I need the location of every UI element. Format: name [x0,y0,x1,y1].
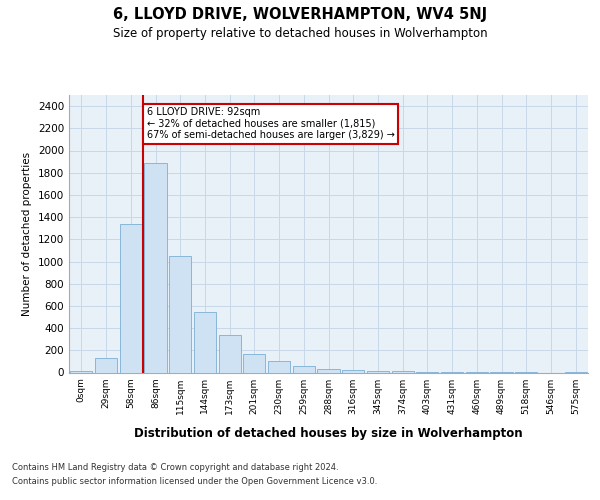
Bar [145,162,167,372]
Bar [169,256,191,372]
Text: Contains HM Land Registry data © Crown copyright and database right 2024.: Contains HM Land Registry data © Crown c… [12,464,338,472]
Bar [342,370,364,372]
Text: Distribution of detached houses by size in Wolverhampton: Distribution of detached houses by size … [134,428,523,440]
Bar [367,371,389,372]
Bar [268,361,290,372]
Bar [194,312,216,372]
Bar [293,366,315,372]
Text: Size of property relative to detached houses in Wolverhampton: Size of property relative to detached ho… [113,28,487,40]
Bar [243,354,265,372]
Bar [119,224,142,372]
Bar [317,369,340,372]
Y-axis label: Number of detached properties: Number of detached properties [22,152,32,316]
Text: 6, LLOYD DRIVE, WOLVERHAMPTON, WV4 5NJ: 6, LLOYD DRIVE, WOLVERHAMPTON, WV4 5NJ [113,8,487,22]
Text: 6 LLOYD DRIVE: 92sqm
← 32% of detached houses are smaller (1,815)
67% of semi-de: 6 LLOYD DRIVE: 92sqm ← 32% of detached h… [147,107,395,140]
Bar [218,335,241,372]
Text: Contains public sector information licensed under the Open Government Licence v3: Contains public sector information licen… [12,477,377,486]
Bar [392,371,414,372]
Bar [95,358,117,372]
